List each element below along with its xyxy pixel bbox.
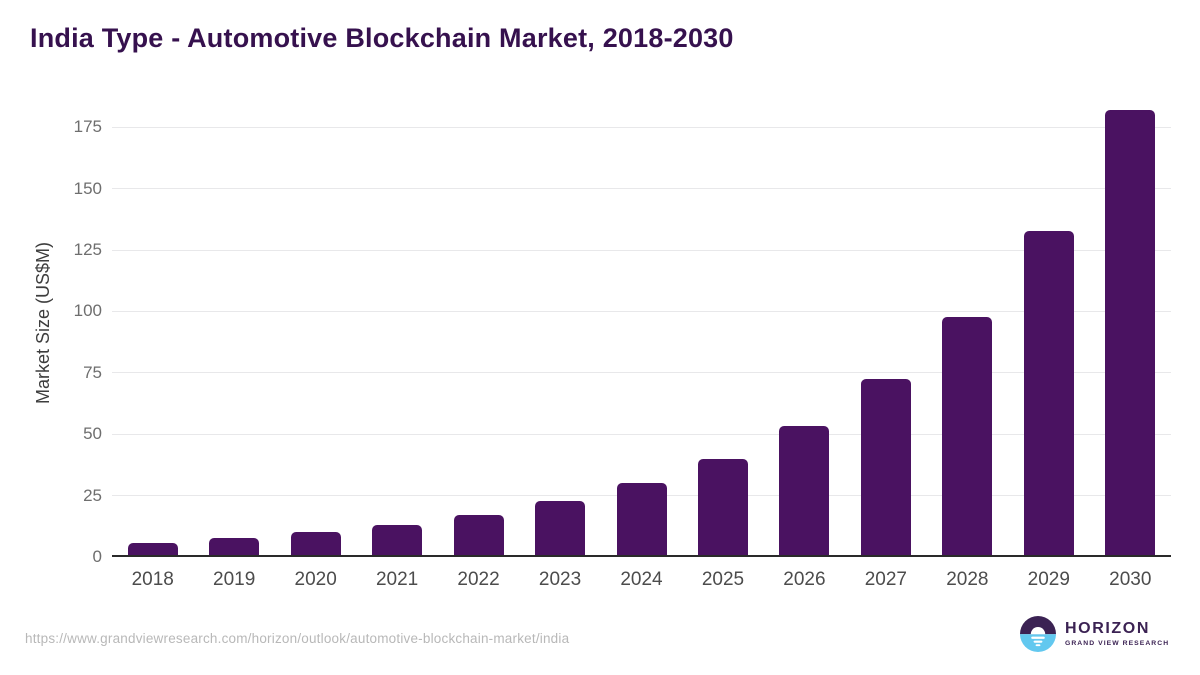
horizon-sub-brand: GRAND VIEW RESEARCH	[1065, 639, 1170, 647]
horizon-sunrise-icon	[1020, 616, 1056, 652]
y-tick-label-0: 0	[92, 547, 102, 566]
gridline-175	[112, 126, 1171, 128]
bar-2024	[616, 482, 667, 557]
y-tick-label-175: 175	[73, 117, 102, 137]
x-tick-label-2018: 2018	[131, 569, 174, 590]
gridline-125	[112, 249, 1171, 251]
source-url: https://www.grandviewresearch.com/horizo…	[25, 631, 570, 646]
bar-2030	[1105, 110, 1156, 557]
x-tick-label-2030: 2030	[1109, 569, 1152, 590]
bar-2025	[697, 458, 748, 557]
y-tick-label-75: 75	[83, 362, 102, 382]
horizon-logo-text: HORIZON GRAND VIEW RESEARCH	[1065, 619, 1170, 648]
plot-area	[112, 99, 1171, 557]
gridline-100	[112, 310, 1171, 312]
gridline-50	[112, 433, 1171, 435]
x-tick-label-2020: 2020	[294, 569, 337, 590]
x-axis-line	[112, 555, 1171, 557]
bar-2029	[1023, 230, 1074, 557]
y-tick-label-25: 25	[83, 485, 102, 505]
bar-2027	[860, 379, 911, 557]
bar-2020	[290, 531, 341, 557]
x-tick-label-2025: 2025	[701, 569, 745, 590]
gridline-75	[112, 372, 1171, 374]
chart-title: India Type - Automotive Blockchain Marke…	[30, 23, 734, 53]
y-tick-label-125: 125	[73, 240, 102, 260]
x-tick-label-2029: 2029	[1027, 569, 1070, 590]
bar-2021	[372, 525, 423, 557]
horizon-brand-name: HORIZON	[1065, 619, 1150, 637]
bar-2019	[209, 538, 260, 557]
x-tick-label-2022: 2022	[457, 569, 500, 590]
x-tick-label-2026: 2026	[783, 569, 826, 590]
horizon-logo: HORIZON GRAND VIEW RESEARCH	[1020, 616, 1169, 652]
x-tick-label-2028: 2028	[946, 569, 989, 590]
bar-2022	[453, 515, 504, 557]
x-tick-label-2027: 2027	[864, 569, 908, 590]
x-tick-label-2021: 2021	[375, 569, 419, 590]
y-tick-label-100: 100	[73, 301, 102, 321]
gridline-150	[112, 188, 1171, 190]
x-tick-label-2023: 2023	[538, 569, 582, 590]
bar-2028	[942, 317, 993, 557]
x-tick-label-2024: 2024	[620, 569, 663, 590]
bar-2026	[779, 425, 830, 557]
y-tick-label-50: 50	[83, 424, 102, 444]
bar-2023	[535, 501, 586, 557]
y-tick-label-150: 150	[73, 178, 102, 198]
x-tick-label-2019: 2019	[213, 569, 256, 590]
bar-2018	[127, 542, 178, 557]
